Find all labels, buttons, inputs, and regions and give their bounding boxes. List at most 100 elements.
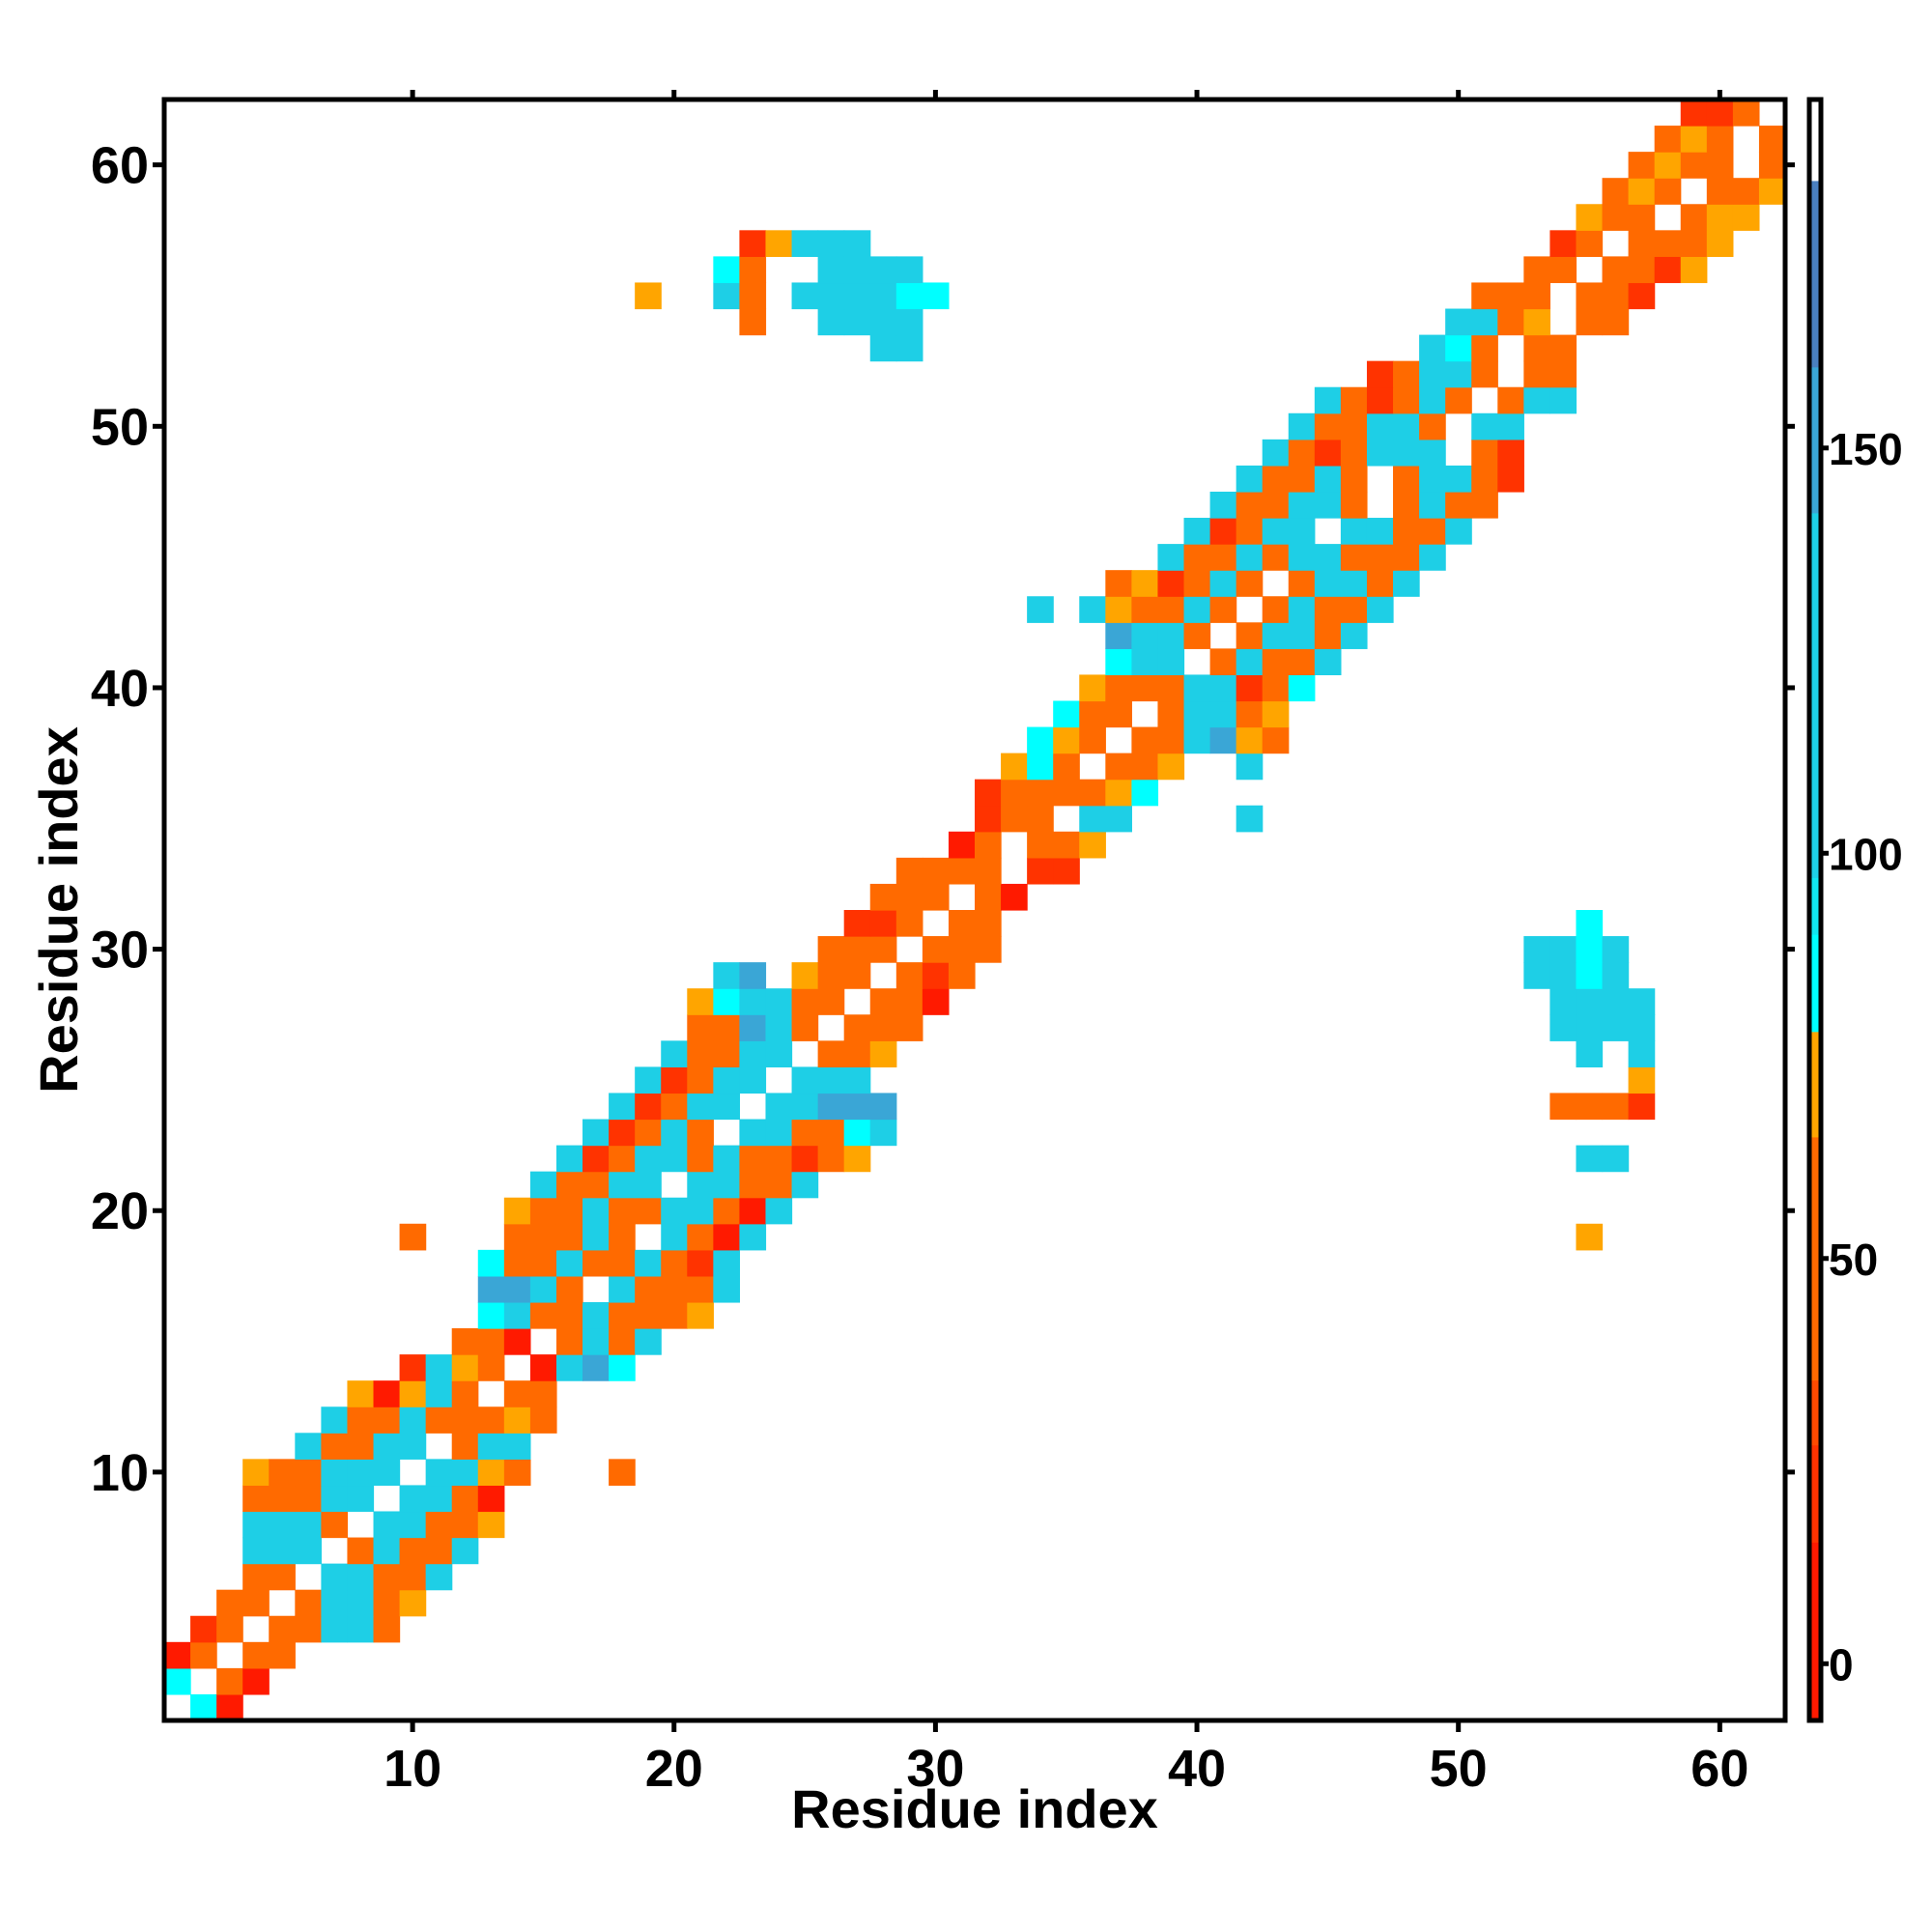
heatmap-cell xyxy=(713,1093,741,1121)
heatmap-cell xyxy=(713,1275,741,1303)
heatmap-cell xyxy=(1288,570,1316,597)
heatmap-cell xyxy=(713,962,741,989)
heatmap-cell xyxy=(1340,412,1368,440)
heatmap-cell xyxy=(1314,622,1342,649)
heatmap-cell xyxy=(1157,622,1185,649)
heatmap-cell xyxy=(922,857,950,885)
heatmap-cell xyxy=(975,831,1002,859)
heatmap-cell xyxy=(555,1145,583,1173)
heatmap-cell xyxy=(661,1119,688,1147)
heatmap-cell xyxy=(975,910,1002,937)
heatmap-cell xyxy=(609,1275,636,1303)
heatmap-cell xyxy=(529,1275,557,1303)
heatmap-cell xyxy=(1105,648,1132,676)
heatmap-cell xyxy=(321,1485,349,1513)
y-tick-label: 60 xyxy=(91,137,149,195)
heatmap-cell xyxy=(843,1066,871,1094)
heatmap-cell xyxy=(269,1485,296,1513)
heatmap-cell xyxy=(1079,726,1106,754)
colorbar-segment xyxy=(1809,1031,1821,1138)
heatmap-cell xyxy=(843,1014,871,1041)
heatmap-cell xyxy=(503,1433,531,1460)
heatmap-cell xyxy=(1314,386,1342,414)
heatmap-cell xyxy=(503,1459,531,1487)
heatmap-cell xyxy=(503,1197,531,1225)
heatmap-cell xyxy=(503,1380,531,1407)
heatmap-cell xyxy=(1393,439,1420,467)
heatmap-cell xyxy=(1236,753,1264,781)
heatmap-cell xyxy=(1680,99,1708,127)
heatmap-cell xyxy=(373,1563,401,1591)
heatmap-cell xyxy=(347,1589,375,1617)
heatmap-cell xyxy=(1680,230,1708,257)
colorbar-segment xyxy=(1809,1136,1821,1381)
heatmap-cell xyxy=(1340,386,1368,414)
heatmap-cell xyxy=(1079,779,1106,807)
heatmap-cell xyxy=(1053,753,1080,781)
heatmap-cell xyxy=(1131,674,1159,702)
heatmap-cell xyxy=(1262,544,1290,571)
heatmap-cell xyxy=(1262,518,1290,545)
heatmap-cell xyxy=(635,1249,662,1277)
heatmap-cell xyxy=(1445,334,1472,362)
heatmap-cell xyxy=(1471,282,1498,310)
heatmap-cell xyxy=(869,334,897,362)
heatmap-cell xyxy=(635,1093,662,1121)
heatmap-cell xyxy=(347,1406,375,1434)
heatmap-cell xyxy=(1628,1014,1656,1041)
heatmap-cell xyxy=(1471,439,1498,467)
heatmap-cell xyxy=(1288,439,1316,467)
heatmap-cell xyxy=(1576,988,1604,1015)
heatmap-cell xyxy=(791,1093,819,1121)
heatmap-cell xyxy=(529,1223,557,1251)
heatmap-cell xyxy=(216,1693,243,1721)
heatmap-cell xyxy=(1602,962,1630,989)
heatmap-cell xyxy=(555,1301,583,1329)
colorbar-segment xyxy=(1809,99,1821,182)
heatmap-cell xyxy=(451,1354,479,1381)
heatmap-cell xyxy=(843,230,871,257)
heatmap-cell xyxy=(1131,648,1159,676)
heatmap-cell xyxy=(1366,570,1394,597)
heatmap-cell xyxy=(895,334,923,362)
heatmap-cell xyxy=(1523,386,1551,414)
heatmap-cell xyxy=(1628,256,1656,284)
heatmap-cell xyxy=(582,1171,610,1199)
heatmap-cell xyxy=(216,1667,243,1695)
heatmap-cell xyxy=(895,308,923,336)
heatmap-cell xyxy=(1419,360,1446,388)
heatmap-cell xyxy=(373,1589,401,1617)
heatmap-cell xyxy=(661,1145,688,1173)
heatmap-cell xyxy=(922,988,950,1015)
heatmap-cell xyxy=(425,1511,453,1539)
heatmap-cell xyxy=(295,1459,322,1487)
heatmap-cell xyxy=(713,1066,741,1094)
x-tick-label: 10 xyxy=(384,1740,441,1798)
heatmap-cell xyxy=(373,1459,401,1487)
heatmap-cell xyxy=(321,1459,349,1487)
heatmap-cell xyxy=(555,1354,583,1381)
heatmap-cell xyxy=(399,1485,427,1513)
colorbar-tick-label: 100 xyxy=(1829,829,1903,879)
heatmap-cell xyxy=(1549,334,1577,362)
heatmap-cell xyxy=(1393,412,1420,440)
heatmap-cell xyxy=(791,988,819,1015)
heatmap-cell xyxy=(1001,753,1028,781)
heatmap-cell xyxy=(399,1354,427,1381)
heatmap-cell xyxy=(687,1093,714,1121)
heatmap-cell xyxy=(1523,360,1551,388)
heatmap-cell xyxy=(1340,570,1368,597)
heatmap-cell xyxy=(1236,570,1264,597)
heatmap-cell xyxy=(1654,230,1682,257)
heatmap-cell xyxy=(1262,674,1290,702)
y-tick-label: 10 xyxy=(91,1444,149,1502)
heatmap-cell xyxy=(477,1354,505,1381)
heatmap-cell xyxy=(739,256,767,284)
heatmap-cell xyxy=(1419,439,1446,467)
heatmap-cell xyxy=(948,962,976,989)
heatmap-cell xyxy=(1314,439,1342,467)
heatmap-cell xyxy=(791,1145,819,1173)
heatmap-cell xyxy=(1549,360,1577,388)
heatmap-cell xyxy=(713,256,741,284)
